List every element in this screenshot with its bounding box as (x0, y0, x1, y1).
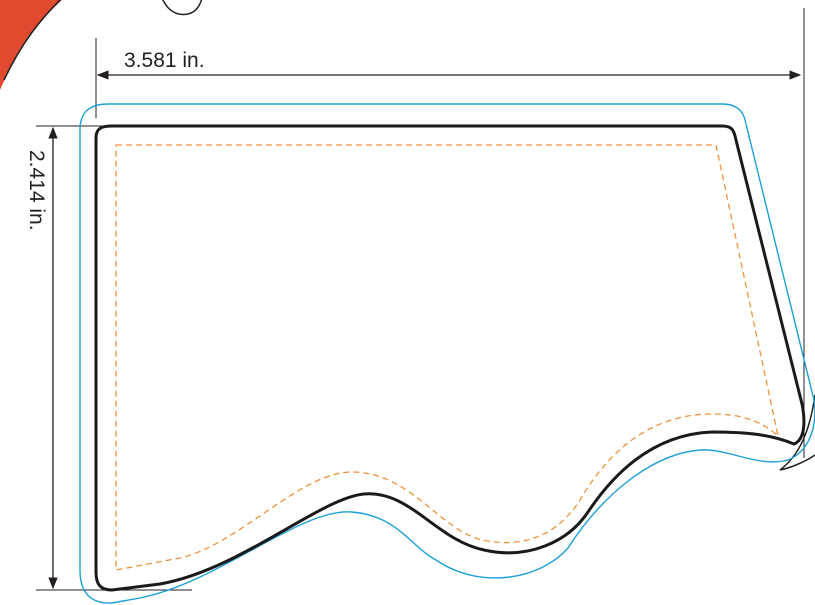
safe-line (115, 144, 780, 571)
top-notch-curve (162, 0, 203, 16)
cut-line (94, 124, 806, 592)
corner-arc (3, 0, 62, 81)
bleed-line (79, 103, 815, 604)
right-corner-arc (779, 394, 815, 471)
corner-accent-shape (0, 0, 62, 90)
height-dimension-label: 2.414 in. (25, 150, 48, 231)
width-dimension-label: 3.581 in. (124, 49, 205, 72)
